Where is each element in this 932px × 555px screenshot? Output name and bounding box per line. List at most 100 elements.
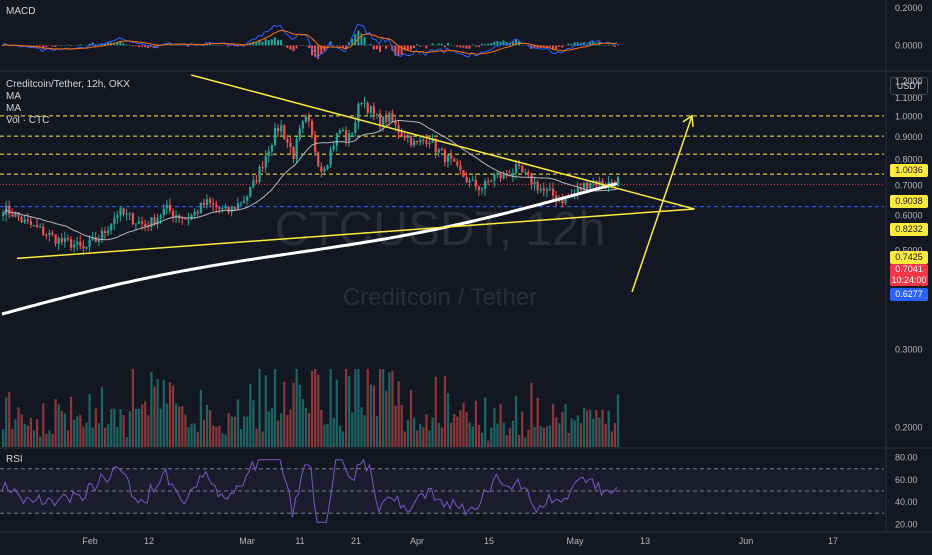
volume-bar bbox=[446, 392, 450, 447]
volume-bar bbox=[8, 392, 11, 447]
macd-histogram-bar bbox=[233, 45, 236, 47]
candle-body bbox=[548, 188, 552, 190]
currency-button[interactable]: USDT bbox=[890, 77, 928, 95]
macd-histogram-bar bbox=[419, 45, 422, 47]
candle-body bbox=[357, 104, 360, 123]
ma-indicator-label-2[interactable]: MA bbox=[6, 103, 21, 114]
macd-histogram-bar bbox=[573, 42, 576, 46]
macd-histogram-bar bbox=[388, 45, 391, 46]
macd-histogram-bar bbox=[443, 45, 446, 48]
candle-body bbox=[26, 219, 29, 222]
volume-indicator-label[interactable]: Vol · CTC bbox=[6, 115, 50, 126]
candle-body bbox=[524, 171, 527, 173]
volume-bar bbox=[283, 381, 286, 447]
volume-bar bbox=[462, 402, 465, 447]
candle-body bbox=[23, 219, 26, 223]
volume-bar bbox=[116, 426, 119, 447]
volume-bar bbox=[187, 427, 190, 447]
macd-histogram-bar bbox=[107, 42, 110, 46]
volume-bar bbox=[82, 426, 85, 447]
macd-histogram-bar bbox=[60, 45, 63, 47]
macd-histogram-bar bbox=[85, 45, 88, 46]
macd-line bbox=[1, 24, 618, 59]
macd-histogram-bar bbox=[307, 45, 310, 49]
candle-body bbox=[205, 199, 209, 205]
macd-histogram-bar bbox=[394, 45, 397, 56]
macd-histogram-bar bbox=[477, 45, 480, 47]
candle-body bbox=[243, 200, 246, 204]
candle-body bbox=[230, 207, 233, 213]
volume-bar bbox=[326, 423, 329, 447]
ma-short-line bbox=[2, 119, 619, 241]
candle-body bbox=[496, 172, 499, 175]
macd-histogram-bar bbox=[372, 45, 375, 50]
volume-bar bbox=[586, 410, 589, 447]
volume-bar bbox=[582, 407, 586, 447]
candle-body bbox=[514, 164, 518, 174]
candle-body bbox=[394, 121, 397, 125]
macd-histogram-bar bbox=[35, 45, 38, 47]
candle-body bbox=[39, 226, 42, 228]
candle-body bbox=[91, 237, 94, 240]
volume-bar bbox=[533, 426, 536, 447]
candle-body bbox=[264, 155, 267, 168]
candle-body bbox=[586, 182, 589, 189]
macd-histogram-bar bbox=[236, 45, 239, 47]
volume-bar bbox=[184, 414, 187, 447]
candle-body bbox=[576, 187, 579, 194]
trendline-lower bbox=[16, 208, 695, 260]
volume-bar bbox=[521, 411, 524, 447]
volume-bar bbox=[224, 434, 227, 447]
candle-body bbox=[63, 238, 66, 243]
volume-bar bbox=[199, 389, 202, 447]
macd-histogram-bar bbox=[514, 39, 517, 46]
volume-bar bbox=[39, 436, 42, 447]
time-axis-tick: 17 bbox=[828, 536, 838, 546]
bar-countdown: 10:24:00 bbox=[891, 275, 927, 285]
macd-histogram-bar bbox=[468, 45, 471, 49]
candle-body bbox=[57, 238, 60, 244]
candle-body bbox=[508, 175, 511, 177]
volume-bar bbox=[209, 410, 212, 447]
volume-bar bbox=[125, 437, 128, 447]
macd-histogram-bar bbox=[576, 42, 579, 46]
candle-body bbox=[2, 214, 5, 216]
candle-body bbox=[292, 147, 295, 159]
candle-body bbox=[181, 218, 184, 220]
macd-histogram-bar bbox=[422, 45, 425, 46]
trendline-upper bbox=[191, 74, 695, 210]
macd-histogram-bar bbox=[363, 36, 366, 46]
volume-bar bbox=[26, 425, 29, 447]
time-axis-tick: 15 bbox=[484, 536, 494, 546]
candle-body bbox=[542, 188, 545, 191]
macd-histogram-bar bbox=[344, 45, 347, 49]
ma-indicator-label-1[interactable]: MA bbox=[6, 91, 21, 102]
candle-body bbox=[97, 239, 100, 242]
volume-bar bbox=[493, 408, 496, 447]
volume-bar bbox=[508, 428, 511, 447]
candle-body bbox=[354, 122, 357, 133]
macd-histogram-bar bbox=[249, 42, 252, 46]
volume-bar bbox=[385, 390, 388, 447]
candle-body bbox=[589, 183, 592, 189]
volume-bar bbox=[137, 408, 141, 447]
time-axis-tick: Feb bbox=[82, 536, 98, 546]
macd-histogram-bar bbox=[320, 45, 323, 54]
volume-bar bbox=[131, 369, 134, 447]
volume-bar bbox=[159, 408, 162, 447]
candle-body bbox=[190, 215, 193, 220]
candle-body bbox=[144, 223, 147, 227]
candle-body bbox=[141, 221, 144, 224]
volume-bar bbox=[456, 416, 459, 447]
candle-body bbox=[434, 138, 437, 153]
candle-body bbox=[79, 241, 82, 247]
candle-body bbox=[406, 135, 409, 138]
candle-body bbox=[382, 116, 385, 127]
macd-histogram-bar bbox=[406, 45, 409, 51]
macd-histogram-bar bbox=[246, 44, 249, 46]
candle-body bbox=[289, 142, 292, 148]
volume-bar bbox=[527, 429, 530, 447]
macd-histogram-bar bbox=[552, 45, 555, 50]
volume-bar bbox=[335, 379, 338, 447]
